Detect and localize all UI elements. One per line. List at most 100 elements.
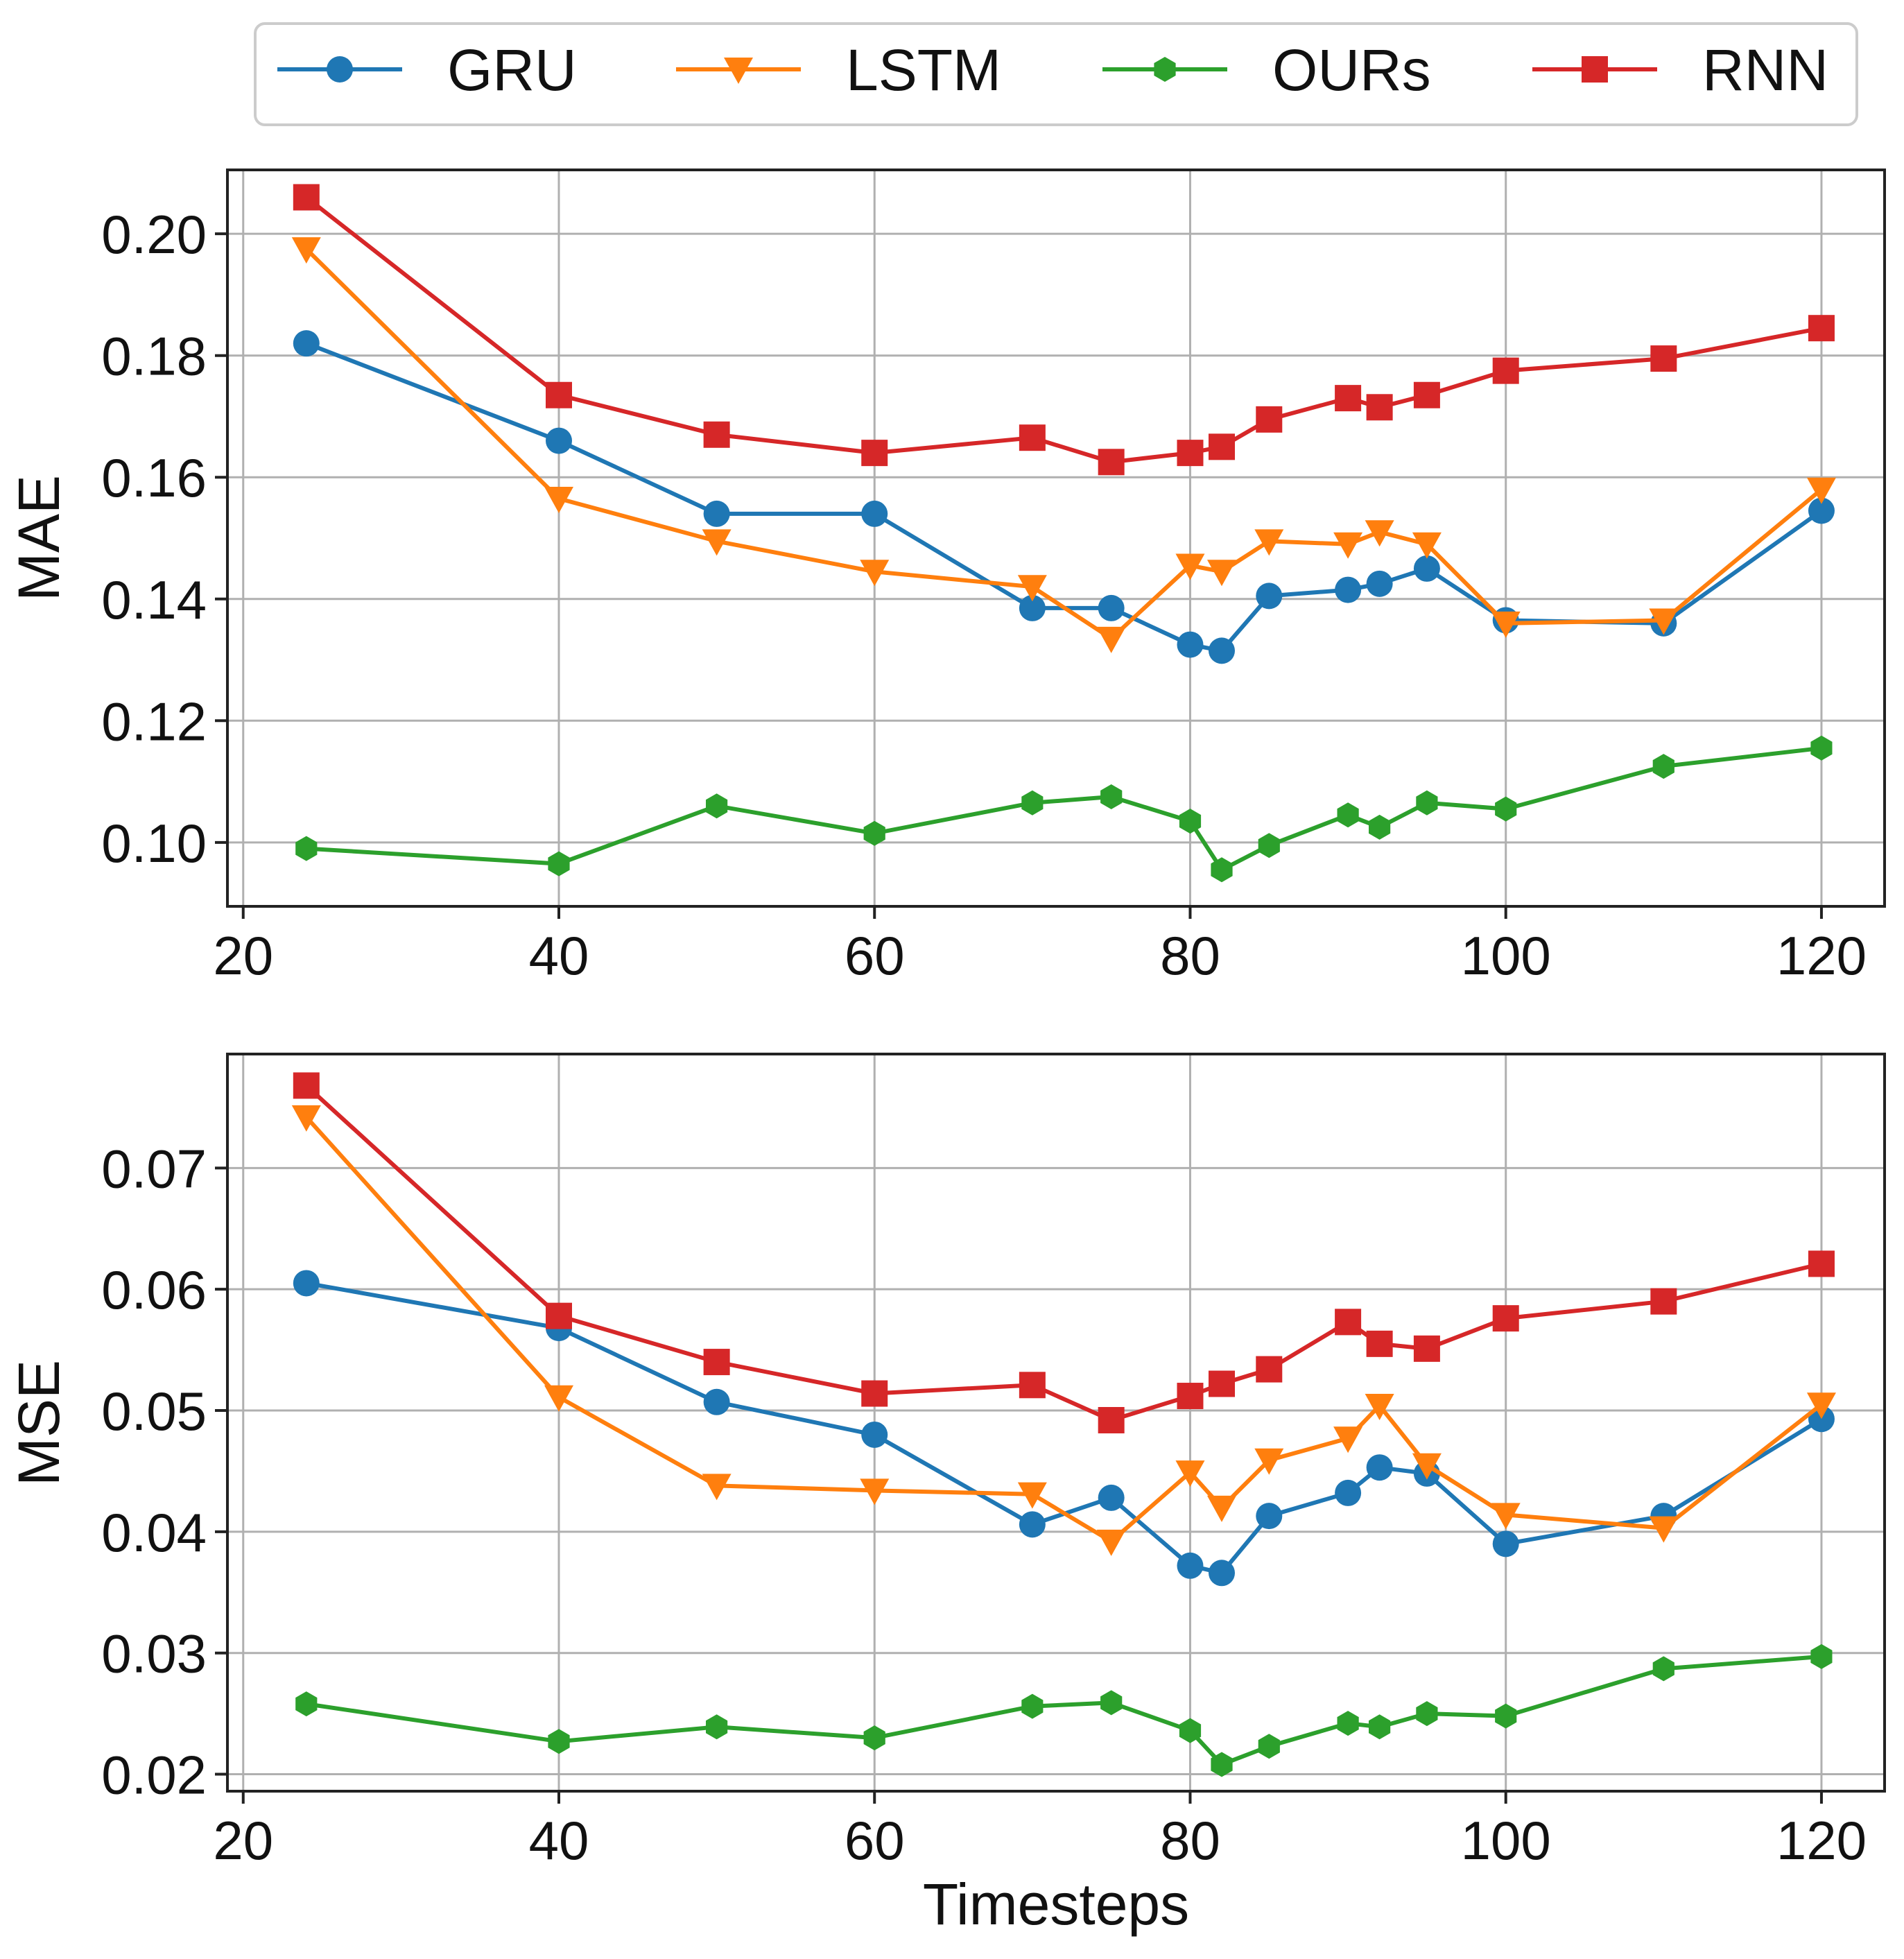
mae-lstm-point <box>1365 520 1394 547</box>
mse-lstm-point <box>1333 1426 1363 1453</box>
mae-ours-point <box>295 836 318 861</box>
mae-rnn-point <box>861 440 888 467</box>
mae-rnn-point <box>1019 424 1046 451</box>
mae-x-tick-label: 20 <box>213 925 273 986</box>
mae-lstm-point <box>1649 608 1679 635</box>
mse-gru-point <box>1256 1503 1283 1530</box>
mse-rnn-point <box>1177 1383 1204 1410</box>
mse-series-lstm <box>291 1105 1836 1556</box>
mse-ours-point <box>1652 1656 1674 1682</box>
mse-lstm-point <box>1491 1503 1521 1530</box>
mse-x-tick-label: 100 <box>1461 1810 1551 1871</box>
mse-rnn-point <box>861 1380 888 1407</box>
mse-gru-line <box>306 1281 1823 1576</box>
legend-ours-label: OURs <box>1272 37 1431 103</box>
mse-lstm-point <box>1806 1392 1836 1419</box>
mae-gru-point <box>1256 582 1283 610</box>
mse-lstm-point <box>1207 1495 1236 1522</box>
mse-gru-point <box>703 1388 730 1415</box>
mse-plot-frame <box>226 1053 1886 1793</box>
mse-x-tick-label: 80 <box>1160 1810 1220 1871</box>
mae-lstm-point <box>291 237 321 264</box>
x-axis-label: Timesteps <box>923 1872 1189 1937</box>
mse-ours-point <box>1179 1718 1202 1743</box>
mae-y-axis-label: MAE <box>6 475 71 601</box>
legend-lstm-marker <box>724 58 753 84</box>
mae-gru-point <box>1366 570 1393 597</box>
mae-rnn-point <box>1366 394 1393 421</box>
mse-series <box>291 1072 1836 1777</box>
mse-lstm-point <box>1096 1529 1126 1556</box>
mse-y-tick-label: 0.02 <box>101 1745 207 1806</box>
mae-lstm-line <box>304 247 1823 641</box>
mse-ours-point <box>1810 1643 1833 1669</box>
mse-y-tick-label: 0.06 <box>101 1259 207 1320</box>
mse-gru-point <box>1335 1479 1362 1506</box>
mae-x-tick-label: 120 <box>1776 925 1867 986</box>
mae-rnn-point <box>1098 449 1125 476</box>
mse-gru-point <box>1366 1454 1393 1481</box>
mae-ours-point <box>1495 796 1517 822</box>
mae-x-ticks: 20 40 60 80 100 120 <box>213 906 1867 986</box>
mse-gru-point <box>1209 1560 1235 1587</box>
mae-series-gru <box>293 330 1835 664</box>
mse-lstm-point <box>1365 1394 1394 1421</box>
mse-rnn-point <box>1209 1370 1235 1397</box>
mae-gru-point <box>1413 555 1440 582</box>
mae-gru-point <box>1335 576 1362 603</box>
mse-rnn-point <box>1808 1250 1835 1277</box>
mse-ours-point <box>1337 1711 1359 1736</box>
mse-y-tick-label: 0.05 <box>101 1381 207 1442</box>
mae-rnn-point <box>546 381 572 408</box>
mae-rnn-point <box>1492 357 1519 384</box>
mse-rnn-point <box>1650 1288 1677 1315</box>
mae-gru-point <box>1808 497 1835 524</box>
mse-y-tick-label: 0.07 <box>101 1138 207 1199</box>
mae-gru-point <box>1177 631 1204 658</box>
mse-rnn-point <box>703 1349 730 1376</box>
mse-rnn-point <box>1366 1330 1393 1357</box>
mae-gru-line <box>305 341 1823 653</box>
mse-lstm-point <box>1254 1448 1284 1475</box>
mae-gru-point <box>1209 637 1235 664</box>
mae-lstm-point <box>1096 626 1126 653</box>
mae-ours-point <box>1652 754 1674 779</box>
mae-lstm-point <box>1412 532 1442 559</box>
legend-lstm-label: LSTM <box>846 37 1001 103</box>
mse-gru-point <box>1098 1484 1125 1511</box>
legend: GRU LSTM OURs RNN <box>254 22 1858 126</box>
mse-lstm-point <box>1412 1453 1442 1480</box>
mse-gru-point <box>1177 1552 1204 1579</box>
mse-lstm-point <box>291 1105 321 1132</box>
mse-rnn-point <box>546 1302 572 1329</box>
mae-series-ours <box>295 735 1833 883</box>
mae-y-tick-label: 0.16 <box>101 447 207 508</box>
mse-grid <box>227 1054 1885 1791</box>
legend-ours-marker <box>1154 57 1176 82</box>
mse-ours-point <box>1100 1690 1123 1716</box>
mse-ours-point <box>1021 1693 1044 1719</box>
legend-rnn-label: RNN <box>1702 37 1828 103</box>
mse-x-tick-label: 20 <box>213 1810 273 1871</box>
mae-lstm-point <box>1175 553 1205 580</box>
mae-plot-frame <box>226 169 1886 908</box>
mae-y-tick-label: 0.12 <box>101 691 207 752</box>
mse-lstm-point <box>702 1474 732 1501</box>
mse-ours-point <box>1258 1734 1280 1759</box>
mae-rnn-point <box>1413 381 1440 408</box>
legend-gru-marker <box>327 56 353 83</box>
mae-rnn-point <box>1209 433 1235 460</box>
mae-x-tick-label: 100 <box>1461 925 1551 986</box>
mae-ours-point <box>1337 802 1359 828</box>
mae-series-lstm <box>291 237 1836 653</box>
mse-x-tick-label: 60 <box>845 1810 905 1871</box>
mae-rnn-line <box>304 196 1822 465</box>
mse-ours-point <box>295 1691 318 1717</box>
mae-rnn-point <box>1256 406 1283 433</box>
mae-ours-point <box>548 851 570 877</box>
mse-lstm-point <box>544 1385 573 1412</box>
mse-rnn-point <box>1492 1305 1519 1332</box>
mae-y-tick-label: 0.20 <box>101 204 207 265</box>
mse-lstm-point <box>1649 1516 1679 1543</box>
mae-ours-line <box>306 745 1822 872</box>
